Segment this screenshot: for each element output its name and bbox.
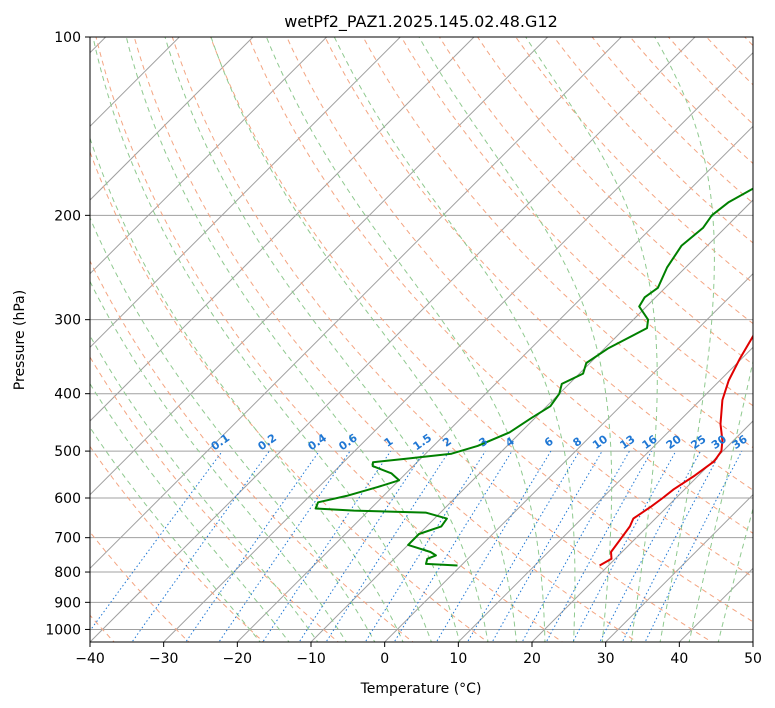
moist-adiabat-line [90, 136, 404, 642]
y-tick-label: 900 [54, 595, 81, 611]
isotherm-line [90, 37, 549, 496]
dry-adiabat-line [400, 37, 753, 407]
mixing-ratio-line [572, 450, 677, 642]
x-tick-label: 30 [597, 651, 615, 667]
moist-adiabat-line [90, 426, 261, 642]
mixing-ratio-line [325, 450, 450, 642]
y-tick-label: 700 [54, 531, 81, 547]
moist-adiabat-line [90, 334, 319, 642]
x-tick-label: −20 [223, 651, 253, 667]
y-tick-label: 500 [54, 444, 81, 460]
isotherm-line [236, 125, 753, 642]
dry-adiabat-line [90, 356, 340, 642]
y-tick-label: 300 [54, 313, 81, 329]
x-tick-label: −10 [296, 651, 326, 667]
y-axis-label: Pressure (hPa) [12, 290, 28, 390]
isotherm-line [90, 37, 328, 275]
y-tick-label: 800 [54, 565, 81, 581]
x-tick-label: 0 [380, 651, 389, 667]
temperature-profile-line [599, 333, 753, 567]
x-tick-label: 50 [744, 651, 762, 667]
dry-adiabat-line [171, 37, 713, 642]
moist-adiabat-line [92, 37, 432, 642]
mixing-ratio-line [466, 450, 580, 642]
moist-adiabat-line [90, 382, 290, 642]
mixing-ratio-line [621, 450, 722, 642]
y-tick-label: 1000 [45, 622, 81, 638]
mixing-ratio-line [185, 450, 320, 642]
isotherm-line [90, 37, 475, 422]
mixing-ratio-line [262, 450, 392, 642]
x-axis-label: Temperature (°C) [360, 681, 482, 697]
x-tick-label: 10 [449, 651, 467, 667]
dry-adiabat-line [90, 259, 414, 642]
mixing-ratio-line [218, 450, 351, 642]
moist-adiabat-line [90, 280, 347, 642]
isotherm-line [604, 493, 753, 642]
x-tick-label: −40 [75, 651, 105, 667]
mixing-ratio-line [364, 450, 486, 642]
y-tick-label: 600 [54, 491, 81, 507]
moist-adiabat-line [333, 37, 576, 642]
moist-adiabat-line [164, 37, 489, 642]
x-tick-label: 20 [523, 651, 541, 667]
isotherm-line [90, 37, 254, 201]
dry-adiabat-line [324, 37, 753, 491]
moist-adiabat-line [418, 37, 613, 642]
moist-adiabat-line [525, 37, 658, 642]
y-tick-label: 400 [54, 387, 81, 403]
y-tick-label: 200 [54, 208, 81, 224]
dry-adiabat-line [286, 37, 753, 534]
dewpoint-profile-line [314, 187, 753, 567]
y-tick-label: 100 [54, 30, 81, 46]
dry-adiabat-line [90, 150, 489, 642]
dry-adiabat-line [248, 37, 753, 578]
plot-area [90, 37, 753, 642]
isotherm-line [531, 420, 753, 642]
moist-adiabat-line [210, 37, 518, 642]
dry-adiabat-line [209, 37, 753, 623]
isotherm-line [90, 37, 696, 642]
dry-adiabat-line [515, 37, 753, 284]
mixing-ratio-line [90, 450, 223, 632]
mixing-ratio-line [131, 450, 270, 642]
x-tick-label: −30 [149, 651, 179, 667]
mixing-ratio-line [298, 450, 425, 642]
chart-title: wetPf2_PAZ1.2025.145.02.48.G12 [284, 12, 558, 32]
isotherm-line [162, 51, 753, 642]
mixing-ratio-line [599, 450, 701, 642]
plot-frame [89, 36, 754, 643]
isotherm-line [383, 272, 753, 642]
axes: −40 −30 −20 −10 0 10 20 30 40 50 100 200 300 400 500 60… [45, 30, 762, 667]
moist-adiabat-line [265, 37, 546, 642]
isotherm-line [457, 346, 753, 642]
dry-adiabat-line [133, 37, 638, 642]
moist-adiabat-line [654, 37, 715, 642]
dry-adiabat-line [95, 37, 564, 642]
moist-adiabat-line [90, 216, 376, 642]
x-tick-label: 40 [670, 651, 688, 667]
moist-adiabat-line [125, 37, 461, 642]
